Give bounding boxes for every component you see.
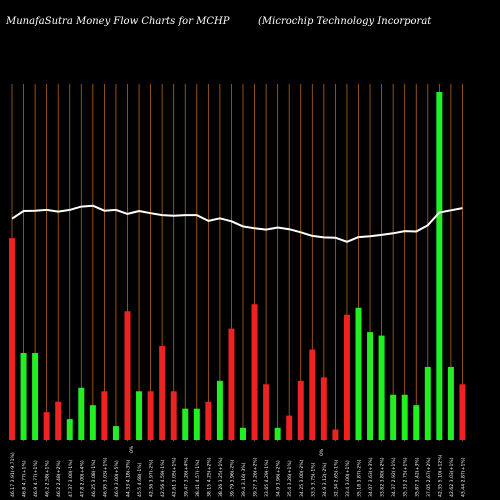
money-flow-bar: [274, 427, 281, 440]
money-flow-bar: [216, 380, 223, 440]
money-flow-bar: [263, 384, 270, 440]
company-name: (Microchip Technology Incorporat: [258, 16, 432, 27]
money-flow-bar: [124, 311, 131, 440]
money-flow-bar: [147, 391, 154, 440]
x-tick-label: 46.25 3.08(-1%): [91, 459, 97, 497]
x-tick-label: 35.33 2.75(+1%): [403, 457, 409, 497]
chart-title: MunafaSutra Money Flow Charts for MCHP: [6, 16, 230, 27]
money-flow-bar: [159, 346, 166, 440]
x-tick-label: 45.5 4.68(-1%): [137, 462, 143, 497]
money-flow-bar: [332, 429, 339, 440]
x-tick-label: 35.87 3.42(+3%): [414, 457, 420, 497]
x-tick-label: 38.26 3.25(+1%): [218, 457, 224, 497]
money-flow-bar: [436, 92, 443, 440]
money-flow-bar: [401, 394, 408, 440]
annotation-label: 0%: [319, 448, 325, 456]
money-flow-bar: [413, 405, 420, 440]
x-tick-label: 34.25 3.00(-2%): [299, 459, 305, 497]
x-tick-label: 39.47 3.26(+4%): [183, 457, 189, 497]
x-tick-label: 37.05 2.67(+2%): [426, 457, 432, 497]
money-flow-bar: [447, 366, 454, 440]
annotation-label: 0%: [129, 445, 135, 453]
money-flow-bar: [205, 401, 212, 440]
x-tick-label: 39.79 3.96(-2%): [229, 459, 235, 497]
money-flow-bar: [89, 405, 96, 440]
x-tick-label: 34.37 2.92(+1%): [391, 457, 397, 497]
price-line-group: [11, 204, 463, 243]
x-tick-label: 33.4 3.00(+1%): [345, 460, 351, 497]
x-tick-label: 42.62 3.03(+1%): [449, 457, 455, 497]
x-tick-label: 46.17 3.91(-9.71%): [10, 452, 16, 497]
money-flow-bar: [78, 387, 85, 440]
money-flow-bar: [320, 377, 327, 440]
x-tick-labels: 46.17 3.91(-9.71%) 46.8 4.77(+1%) 46.9 4.7…: [10, 452, 466, 497]
x-tick-label: 35.18 3.87(-2%): [357, 459, 363, 497]
x-tick-label: 38.15 4.25(+2%): [206, 457, 212, 497]
x-tick-label: 42.61 3.05(+1%): [172, 457, 178, 497]
money-flow-bar: [390, 394, 397, 440]
x-tick-label: 46.2 2.58(+1%): [45, 460, 51, 497]
x-tick-label: 46.9 4.77(+1%): [33, 460, 39, 497]
x-tick-label: 38.41 4.57(-1%): [195, 459, 201, 497]
x-tick-label: 42.56 4.59(-1%): [160, 459, 166, 497]
x-tick-label: 32.34 2.65(-1%): [333, 459, 339, 497]
money-flow-bar: [309, 349, 316, 440]
money-flow-bar: [136, 391, 143, 440]
money-flow-bar: [55, 401, 62, 440]
money-flow-bar: [251, 304, 258, 440]
money-flow-bar: [101, 391, 108, 440]
money-flow-bar: [66, 419, 73, 440]
x-tick-label: 43.44 2.87(+1%): [460, 457, 466, 497]
x-tick-label: 39.27 3.26(+2%): [253, 457, 259, 497]
x-tick-label: 46.8 4.77(+1%): [22, 460, 28, 497]
x-tick-label: 35.4 3.26(+1%): [287, 460, 293, 497]
money-flow-bar: [20, 353, 27, 440]
x-tick-label: 39.4 3.16(-3%): [241, 462, 247, 497]
money-flow-bar: [378, 335, 385, 440]
money-flow-bar: [9, 238, 15, 440]
money-flow-bar: [355, 307, 362, 440]
x-tick-label: 46.2 2.48(+2%): [56, 460, 62, 497]
x-tick-label: 44.33 4.18(-3%): [126, 459, 132, 497]
x-tick-label: 46.9 3.00(+5%): [114, 460, 120, 497]
money-flow-bar: [112, 426, 119, 440]
annotations: 0% 0%: [129, 445, 325, 456]
x-tick-label: 34.9 3.12(-2%): [322, 462, 328, 497]
x-tick-label: 47.37 3.00(-1%): [68, 459, 74, 497]
money-flow-bar: [424, 366, 431, 440]
x-tick-label: 42.35 5.10(+12%): [437, 454, 443, 497]
money-flow-bar: [343, 314, 350, 440]
x-tick-label: 34.9 3.96(+2%): [276, 460, 282, 497]
price-line: [11, 204, 463, 243]
money-flow-bar: [286, 415, 293, 440]
money-flow-bar: [43, 412, 50, 440]
x-tick-label: 33.5 3.75(-1%): [310, 462, 316, 497]
x-tick-label: 34.07 3.63(+3%): [368, 457, 374, 497]
x-tick-label: 33.65 4.29(-1%): [264, 459, 270, 497]
x-tick-label: 33.82 3.80(+2%): [380, 457, 386, 497]
x-tick-label: 42.36 3.97(-2%): [149, 459, 155, 497]
money-flow-bar: [297, 380, 304, 440]
money-flow-bar: [193, 408, 200, 440]
x-tick-label: 47.8 2.00(+4%): [79, 460, 85, 497]
money-flow-bar: [459, 384, 466, 440]
money-flow-bar: [367, 332, 374, 440]
money-flow-bar: [32, 353, 39, 440]
money-flow-bar: [170, 391, 177, 440]
x-tick-label: 46.95 3.03(+1%): [102, 457, 108, 497]
money-flow-bar: [182, 408, 189, 440]
money-flow-bar: [240, 427, 246, 440]
money-flow-bars: [9, 92, 466, 440]
gridlines: [11, 84, 463, 441]
money-flow-bar: [228, 328, 235, 440]
